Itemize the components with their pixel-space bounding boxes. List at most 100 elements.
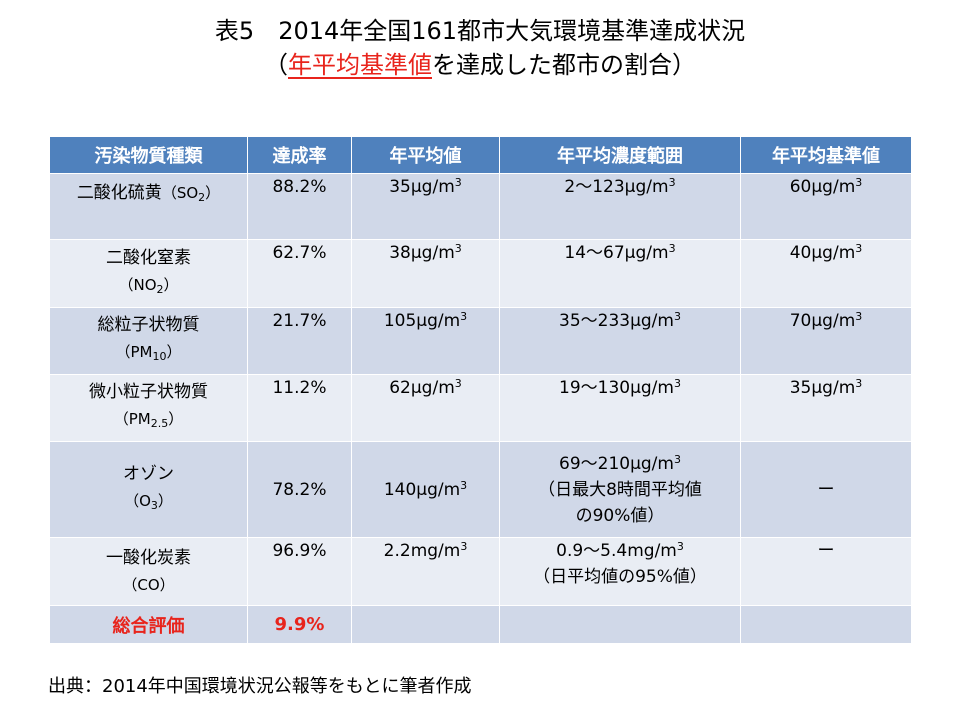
- formula-sub: 3: [150, 498, 158, 512]
- subtitle-highlight: 年平均基準値: [288, 51, 432, 79]
- mean-value: 2.2mg/m: [383, 541, 461, 561]
- mean-cell: 35μg/m3: [351, 173, 500, 240]
- mean-value: 105μg/m: [383, 311, 461, 331]
- mean-value: 38μg/m: [389, 243, 455, 263]
- range-value: 35～233μg/m: [559, 311, 674, 331]
- formula-open: （: [113, 410, 129, 428]
- formula-close: ）: [159, 575, 175, 594]
- formula-close: ）: [157, 491, 173, 510]
- mean-value: 62μg/m: [389, 378, 455, 398]
- empty-cell: [499, 605, 741, 644]
- pollutant-name-cell: 二酸化窒素 （NO2）: [49, 239, 248, 308]
- pollutant-name: 二酸化窒素: [106, 247, 191, 268]
- standard-unit-exponent: 3: [855, 310, 863, 323]
- mean-unit-exponent: 3: [460, 478, 468, 492]
- header-mean: 年平均値: [351, 136, 500, 174]
- table-row: 二酸化窒素 （NO2） 62.7% 38μg/m3 14～67μg/m3 40μ…: [49, 239, 912, 308]
- header-rate: 達成率: [247, 136, 352, 174]
- range-unit-exponent: 3: [668, 176, 676, 189]
- total-rate: 9.9%: [247, 605, 352, 644]
- mean-cell: 140μg/m3: [351, 441, 500, 538]
- pollutant-formula: （PM10）: [115, 343, 181, 363]
- range-cell: 2～123μg/m3: [499, 173, 741, 240]
- rate-cell: 11.2%: [247, 374, 352, 442]
- range-cell: 0.9～5.4mg/m3 （日平均値の95%値）: [499, 537, 741, 606]
- standard-unit-exponent: 3: [855, 242, 863, 255]
- formula-main: O: [139, 491, 151, 510]
- pollutant-formula: （NO2）: [118, 276, 178, 296]
- formula-open: （: [122, 575, 138, 594]
- mean-cell: 62μg/m3: [351, 374, 500, 442]
- pollutant-formula: （O3）: [124, 491, 173, 512]
- subtitle-open-paren: （: [264, 51, 288, 79]
- mean-value: 35μg/m: [389, 177, 455, 197]
- rate-cell: 21.7%: [247, 307, 352, 375]
- mean-unit-exponent: 3: [460, 310, 468, 323]
- range-unit-exponent: 3: [673, 452, 681, 466]
- rate-cell: 96.9%: [247, 537, 352, 606]
- standard-value: 60μg/m: [789, 177, 856, 197]
- standard-cell: 35μg/m3: [740, 374, 912, 442]
- range-value: 0.9～5.4mg/m: [556, 541, 677, 561]
- formula-open: （: [115, 343, 131, 361]
- range-unit-exponent: 3: [673, 310, 681, 323]
- table-row: 二酸化硫黄（SO2） 88.2% 35μg/m3 2～123μg/m3 60μg…: [49, 173, 912, 240]
- title-block: 表5 2014年全国161都市大気環境基準達成状況 （年平均基準値を達成した都市…: [0, 14, 960, 82]
- formula-sub: 2: [198, 191, 206, 204]
- formula-open: （: [124, 491, 140, 510]
- range-cell: 69～210μg/m3 （日最大8時間平均値 の90%値）: [499, 441, 741, 538]
- standard-cell: ー: [740, 441, 912, 538]
- table-row: 総粒子状物質 （PM10） 21.7% 105μg/m3 35～233μg/m3…: [49, 307, 912, 375]
- source-note: 出典：2014年中国環境状況公報等をもとに筆者作成: [48, 676, 472, 697]
- mean-cell: 38μg/m3: [351, 239, 500, 308]
- formula-main: SO: [176, 184, 199, 202]
- pollutant-name-cell: 二酸化硫黄（SO2）: [49, 173, 248, 240]
- range-cell: 14～67μg/m3: [499, 239, 741, 308]
- pollutant-formula: （PM2.5）: [113, 410, 184, 430]
- formula-sub: 2.5: [150, 417, 169, 430]
- table-row: オゾン （O3） 78.2% 140μg/m3 69～210μg/m3 （日最大…: [49, 441, 912, 538]
- standard-value: ー: [817, 541, 835, 561]
- pollutant-name: 微小粒子状物質: [89, 382, 208, 402]
- formula-close: ）: [205, 184, 221, 202]
- rate-cell: 88.2%: [247, 173, 352, 240]
- header-standard: 年平均基準値: [740, 136, 912, 174]
- standard-value: 35μg/m: [789, 378, 856, 398]
- standard-unit-exponent: 3: [855, 377, 863, 390]
- header-pollutant: 汚染物質種類: [49, 136, 248, 174]
- range-note: （日最大8時間平均値: [538, 479, 702, 500]
- standard-value: 40μg/m: [789, 243, 856, 263]
- pollutant-name-cell: 一酸化炭素 （CO）: [49, 537, 248, 606]
- achievement-table: 汚染物質種類 達成率 年平均値 年平均濃度範囲 年平均基準値 二酸化硫黄（SO2…: [49, 136, 912, 644]
- pollutant-formula: （CO）: [122, 576, 174, 594]
- rate-cell: 62.7%: [247, 239, 352, 308]
- standard-cell: 40μg/m3: [740, 239, 912, 308]
- range-unit-exponent: 3: [676, 540, 684, 553]
- range-note: （日平均値の95%値）: [533, 567, 707, 587]
- page-subtitle: （年平均基準値を達成した都市の割合）: [0, 48, 960, 82]
- standard-cell: 70μg/m3: [740, 307, 912, 375]
- range-unit-exponent: 3: [668, 242, 676, 255]
- table-row: 微小粒子状物質 （PM2.5） 11.2% 62μg/m3 19～130μg/m…: [49, 374, 912, 442]
- range-cell: 35～233μg/m3: [499, 307, 741, 375]
- standard-cell: 60μg/m3: [740, 173, 912, 240]
- pollutant-name: 一酸化炭素: [106, 547, 191, 568]
- formula-close: ）: [168, 410, 184, 428]
- formula-open: （: [161, 184, 177, 202]
- range-value: 69～210μg/m: [559, 453, 674, 474]
- pollutant-name: オゾン: [123, 463, 174, 484]
- page-title: 表5 2014年全国161都市大気環境基準達成状況: [214, 17, 746, 45]
- range-value: 19～130μg/m: [559, 378, 674, 398]
- header-range: 年平均濃度範囲: [499, 136, 741, 174]
- range-cell: 19～130μg/m3: [499, 374, 741, 442]
- empty-cell: [351, 605, 500, 644]
- range-unit-exponent: 3: [673, 377, 681, 390]
- pollutant-name-cell: 総粒子状物質 （PM10）: [49, 307, 248, 375]
- mean-unit-exponent: 3: [454, 176, 462, 189]
- pollutant-name-cell: オゾン （O3）: [49, 441, 248, 538]
- pollutant-name: 二酸化硫黄: [76, 183, 162, 203]
- range-value: 14～67μg/m: [564, 243, 669, 263]
- standard-value: 70μg/m: [789, 311, 856, 331]
- rate-cell: 78.2%: [247, 441, 352, 538]
- pollutant-formula: （SO2）: [161, 184, 221, 204]
